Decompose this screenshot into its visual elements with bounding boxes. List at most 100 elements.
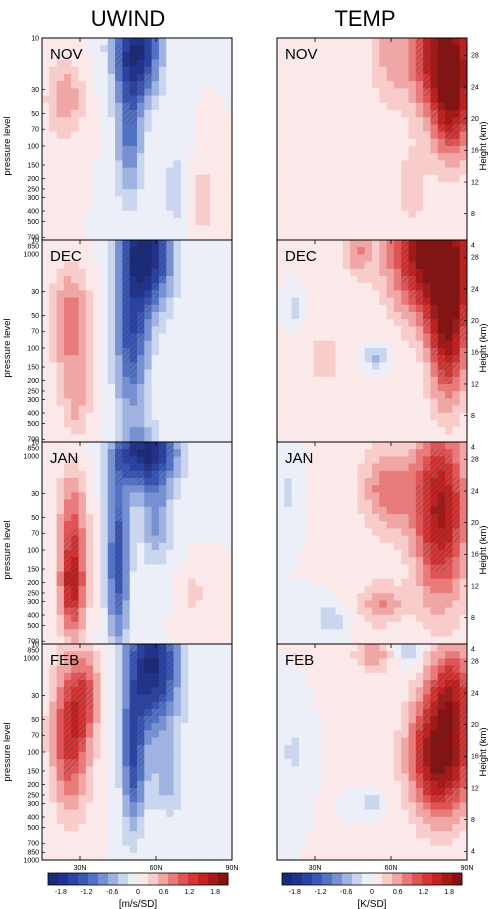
heatmap-cell xyxy=(56,45,65,53)
heatmap-cell xyxy=(85,362,94,370)
heatmap-cell xyxy=(107,102,116,111)
heatmap-cell xyxy=(224,478,233,486)
heatmap-cell xyxy=(100,586,109,594)
heatmap-cell xyxy=(195,66,204,75)
significance-hatch xyxy=(71,550,79,558)
heatmap-cell xyxy=(129,824,138,832)
heatmap-cell xyxy=(42,95,50,104)
heatmap-cell xyxy=(357,110,366,118)
heatmap-cell xyxy=(224,564,233,572)
heatmap-cell xyxy=(188,730,196,738)
heatmap-cell xyxy=(137,831,145,839)
heatmap-cell xyxy=(217,362,226,370)
heatmap-cell xyxy=(350,304,358,313)
heatmap-cell xyxy=(445,167,453,176)
heatmap-cell xyxy=(195,196,204,204)
x-tick-label: 90N xyxy=(226,865,239,872)
heatmap-cell xyxy=(151,333,160,342)
heatmap-cell xyxy=(202,701,211,710)
heatmap-cell xyxy=(166,160,174,168)
heatmap-cell xyxy=(42,355,50,363)
heatmap-cell xyxy=(202,694,211,702)
heatmap-cell xyxy=(151,110,160,118)
heatmap-cell xyxy=(49,153,58,161)
significance-hatch xyxy=(437,312,446,320)
heatmap-cell xyxy=(180,694,189,702)
heatmap-cell xyxy=(63,629,72,637)
significance-hatch xyxy=(151,456,160,464)
heatmap-cell xyxy=(379,66,388,75)
heatmap-cell xyxy=(63,319,72,327)
significance-hatch xyxy=(115,45,123,53)
significance-hatch xyxy=(430,297,439,306)
heatmap-cell xyxy=(306,268,314,277)
heatmap-cell xyxy=(306,110,314,118)
heatmap-cell xyxy=(71,138,79,147)
heatmap-cell xyxy=(166,182,174,190)
heatmap-cell xyxy=(42,102,50,111)
heatmap-cell xyxy=(180,333,189,342)
heatmap-cell xyxy=(71,326,79,334)
heatmap-cell xyxy=(42,218,50,226)
heatmap-cell xyxy=(93,203,101,212)
heatmap-cell xyxy=(56,809,65,818)
heatmap-cell xyxy=(401,138,409,147)
heatmap-cell xyxy=(342,146,351,154)
significance-hatch xyxy=(423,52,431,60)
heatmap-cell xyxy=(386,167,395,176)
heatmap-cell xyxy=(224,600,233,608)
heatmap-cell xyxy=(85,66,94,75)
heatmap-cell xyxy=(188,795,196,803)
significance-hatch xyxy=(423,45,431,53)
heatmap-cell xyxy=(85,607,94,616)
y-tick-label: 400 xyxy=(27,410,39,417)
heatmap-cell xyxy=(202,845,211,854)
heatmap-cell xyxy=(129,564,138,572)
heatmap-cell xyxy=(350,117,358,125)
heatmap-cell xyxy=(56,845,65,854)
heatmap-cell xyxy=(210,629,218,637)
heatmap-cell xyxy=(210,362,218,370)
significance-hatch xyxy=(415,297,424,306)
heatmap-cell xyxy=(122,478,131,486)
heatmap-cell xyxy=(217,658,226,666)
heatmap-cell xyxy=(408,203,417,212)
heatmap-cell xyxy=(320,102,329,111)
heatmap-cell xyxy=(93,131,101,140)
significance-hatch xyxy=(437,59,446,68)
heatmap-cell xyxy=(151,225,160,233)
heatmap-cell xyxy=(202,780,211,789)
significance-hatch xyxy=(437,81,446,89)
heatmap-cell xyxy=(364,95,373,104)
heatmap-cell xyxy=(158,391,167,399)
heatmap-cell xyxy=(85,521,94,529)
heatmap-cell xyxy=(180,290,189,298)
heatmap-cell xyxy=(195,824,204,832)
significance-hatch xyxy=(437,38,446,46)
heatmap-cell xyxy=(342,283,351,291)
heatmap-cell xyxy=(180,117,189,125)
heatmap-cell xyxy=(313,52,322,60)
heatmap-cell xyxy=(122,391,131,399)
heatmap-cell xyxy=(188,95,196,104)
heatmap-cell xyxy=(122,802,131,810)
heatmap-cell xyxy=(42,138,50,147)
heatmap-cell xyxy=(350,276,358,284)
heatmap-cell xyxy=(42,88,50,96)
heatmap-cell xyxy=(115,412,123,421)
heatmap-cell xyxy=(144,824,153,832)
significance-hatch xyxy=(445,95,453,104)
heatmap-cell xyxy=(122,773,131,782)
heatmap-cell xyxy=(166,247,174,255)
heatmap-cell xyxy=(298,340,307,349)
heatmap-cell xyxy=(71,340,79,349)
heatmap-cell xyxy=(284,333,293,342)
heatmap-cell xyxy=(328,52,336,60)
heatmap-cell xyxy=(386,38,395,46)
heatmap-cell xyxy=(306,66,314,75)
heatmap-cell xyxy=(42,636,50,644)
heatmap-cell xyxy=(445,218,453,226)
heatmap-cell xyxy=(217,203,226,212)
significance-hatch xyxy=(459,81,468,89)
heatmap-cell xyxy=(393,326,402,334)
